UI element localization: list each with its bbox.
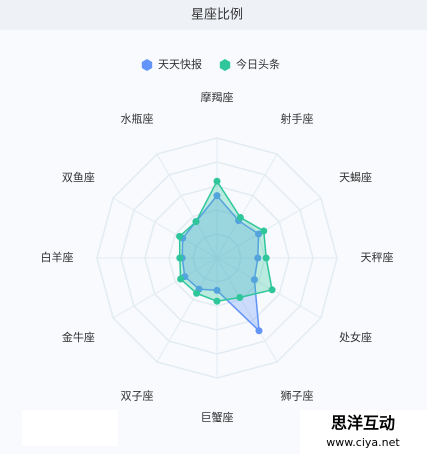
radar-point <box>236 293 244 301</box>
axis-label: 巨蟹座 <box>201 410 234 424</box>
spoke <box>216 197 322 259</box>
radar-point <box>262 254 270 262</box>
radar-point <box>176 232 184 240</box>
axis-label: 金牛座 <box>62 330 95 344</box>
radar-point <box>254 254 262 262</box>
axis-label: 水瓶座 <box>121 111 154 125</box>
axis-label: 射手座 <box>281 111 314 125</box>
radar-point <box>193 289 201 297</box>
chart-title: 星座比例 <box>191 8 243 23</box>
watermark-url: www.ciya.net <box>326 436 400 449</box>
spoke <box>156 257 218 363</box>
axis-label: 白羊座 <box>41 250 74 264</box>
radar-point <box>213 192 221 200</box>
radar-point <box>236 213 244 221</box>
axis-label: 双子座 <box>121 389 154 403</box>
radar-point <box>213 286 221 294</box>
watermark-brand: 思洋互动 <box>331 414 395 433</box>
axis-label: 狮子座 <box>281 389 314 403</box>
legend-marker <box>219 59 231 71</box>
radar-point <box>177 275 185 283</box>
axis-label: 摩羯座 <box>201 90 234 104</box>
spoke <box>216 257 322 319</box>
axis-label: 天蝎座 <box>339 170 372 184</box>
radar-point <box>176 254 184 262</box>
radar-point <box>268 286 276 294</box>
spoke <box>112 197 218 259</box>
radar-point <box>213 297 221 305</box>
spoke <box>156 153 218 259</box>
blank-box <box>22 410 118 446</box>
radar-point <box>255 230 263 238</box>
axis-label: 双鱼座 <box>62 170 95 184</box>
radar-point <box>213 177 221 185</box>
legend-label: 天天快报 <box>158 57 202 71</box>
radar-point <box>192 218 200 226</box>
axis-label: 天秤座 <box>361 250 394 264</box>
radar-point <box>250 276 258 284</box>
radar-point <box>260 227 268 235</box>
axis-label: 处女座 <box>339 330 372 344</box>
radar-point <box>255 327 263 335</box>
legend-label: 今日头条 <box>236 57 280 71</box>
header <box>0 0 427 30</box>
spoke <box>216 153 278 259</box>
legend-marker <box>141 59 153 71</box>
spoke <box>112 257 218 319</box>
spoke <box>216 257 278 363</box>
watermark-box <box>300 410 427 454</box>
